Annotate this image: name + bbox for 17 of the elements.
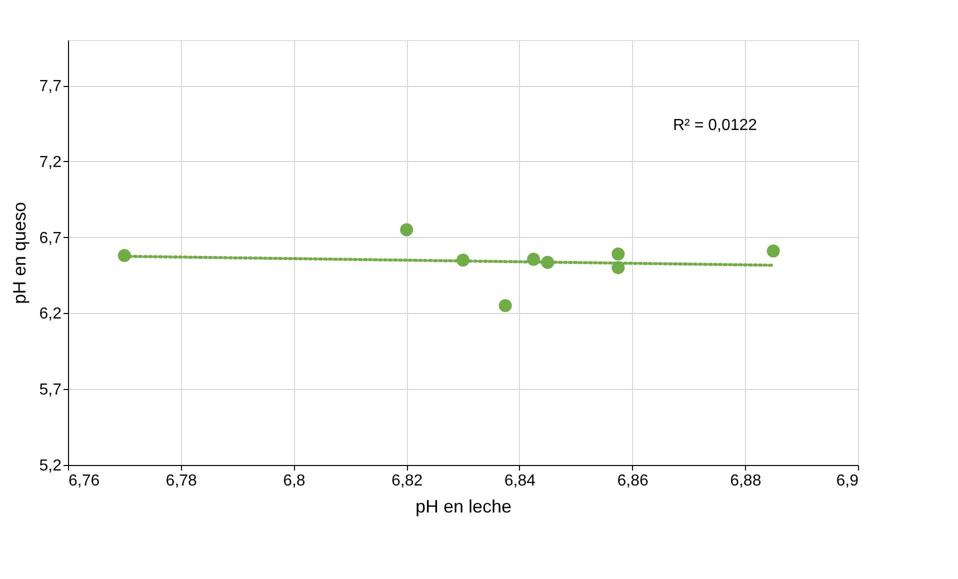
x-tick-label: 6,76 (68, 472, 100, 490)
x-tick-label: 6,78 (166, 472, 198, 490)
x-tick-label: 6,8 (283, 472, 306, 490)
y-axis-title: pH en queso (9, 202, 30, 304)
x-tick-label: 6,86 (617, 472, 648, 490)
x-tick-label: 6,82 (392, 472, 423, 490)
y-tick-label: 7,7 (39, 78, 62, 96)
y-tick-label: 5,2 (39, 458, 62, 474)
annotation: R² = 0,0122 (673, 117, 758, 134)
x-tick-label: 6,9 (836, 472, 859, 490)
x-tick-label: 6,84 (504, 472, 536, 490)
x-tick-label: 6,88 (730, 472, 762, 490)
x-axis-title: pH en leche (415, 496, 512, 516)
y-tick-label: 6,7 (39, 230, 62, 247)
y-tick-label: 5,7 (39, 382, 62, 399)
y-tick-label: 7,2 (39, 154, 62, 171)
y-tick-label: 6,2 (39, 306, 62, 323)
